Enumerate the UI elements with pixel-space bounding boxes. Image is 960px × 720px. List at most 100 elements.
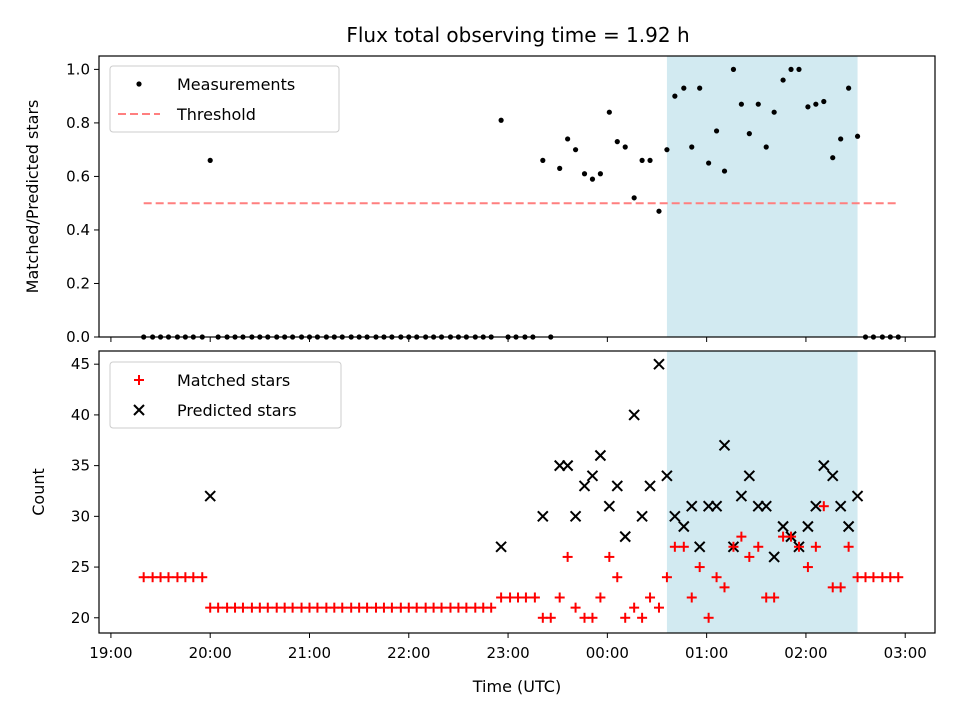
measurement-point-48 xyxy=(540,157,546,163)
matched-point-79 xyxy=(793,541,804,552)
predicted-point-22 xyxy=(710,500,723,512)
measurement-point-80 xyxy=(805,104,811,110)
measurement-point-84 xyxy=(838,136,844,142)
predicted-point-33 xyxy=(802,520,814,533)
measurement-point-52 xyxy=(572,147,579,153)
matched-point-71 xyxy=(728,541,739,552)
matched-point-50 xyxy=(554,592,565,603)
measurement-point-62 xyxy=(656,208,662,214)
predicted-point-38 xyxy=(842,520,855,533)
bottom-ytick-label-2: 30 xyxy=(71,507,90,525)
xtick-label-7: 02:00 xyxy=(784,644,827,662)
predicted-point-20 xyxy=(693,541,706,553)
legend-predicted-marker xyxy=(133,404,145,416)
legend-threshold-label: Threshold xyxy=(176,105,256,124)
measurement-point-71 xyxy=(730,66,737,72)
top-axes-frame xyxy=(98,55,936,338)
top-legend-box xyxy=(109,65,340,133)
predicted-point-1 xyxy=(495,541,507,553)
matched-point-91 xyxy=(893,572,904,583)
matched-point-27 xyxy=(362,602,373,613)
matched-point-59 xyxy=(629,602,640,613)
xtick-label-8: 03:00 xyxy=(884,644,927,662)
matched-point-62 xyxy=(653,602,664,613)
top-y-axis-label: Matched/Predicted stars xyxy=(23,100,42,294)
measurement-point-75 xyxy=(763,144,769,150)
bottom-x-ticks: 19:00 20:00 21:00 22:00 23:00 00:00 01:00 02:00… xyxy=(89,633,927,662)
x-axis-label: Time (UTC) xyxy=(472,677,561,696)
measurement-point-55 xyxy=(597,171,604,177)
matched-point-80 xyxy=(802,562,813,573)
predicted-point-2 xyxy=(537,510,549,523)
measurement-point-72 xyxy=(738,101,744,107)
predicted-point-34 xyxy=(810,500,822,512)
matched-point-88 xyxy=(868,572,879,583)
bottom-y-ticks: 20 25 30 35 40 45 xyxy=(71,355,99,627)
predicted-point-26 xyxy=(743,470,756,482)
matched-point-67 xyxy=(694,562,705,573)
matched-point-46 xyxy=(520,592,531,603)
predicted-point-25 xyxy=(735,490,748,502)
measurement-point-67 xyxy=(697,85,703,91)
top-y-ticks: 0.0 0.2 0.4 0.6 0.8 1.0 xyxy=(66,60,99,346)
matched-point-58 xyxy=(620,612,631,623)
legend-matched-marker xyxy=(134,375,144,385)
measurement-point-54 xyxy=(589,176,596,182)
measurement-point-51 xyxy=(565,136,571,142)
top-panel: 0.0 0.2 0.4 0.6 0.8 1.0 Matched/Predicted sta… xyxy=(23,55,936,346)
matched-point-18 xyxy=(287,602,298,613)
predicted-point-8 xyxy=(594,449,607,462)
predicted-point-36 xyxy=(827,470,839,482)
measurement-point-60 xyxy=(639,157,645,163)
bottom-axes-frame xyxy=(98,350,936,634)
predicted-point-4 xyxy=(561,459,574,472)
matched-point-52 xyxy=(570,602,581,613)
predicted-point-39 xyxy=(851,490,864,502)
measurement-point-64 xyxy=(672,93,678,99)
predicted-point-10 xyxy=(611,480,623,492)
matched-point-84 xyxy=(835,582,846,593)
matched-point-76 xyxy=(769,592,780,603)
measurement-point-59 xyxy=(631,195,637,201)
matched-point-56 xyxy=(604,551,615,562)
predicted-point-16 xyxy=(661,470,673,482)
bottom-legend-box xyxy=(109,361,342,429)
top-x-ticks xyxy=(110,337,906,342)
measurement-point-61 xyxy=(647,157,653,163)
predicted-point-18 xyxy=(678,520,690,533)
legend-matched-label: Matched stars xyxy=(177,371,290,390)
bottom-ytick-label-5: 45 xyxy=(71,355,90,373)
legend-measurements-marker xyxy=(136,81,142,87)
predicted-point-17 xyxy=(669,510,681,523)
matched-point-55 xyxy=(595,592,606,603)
matched-point-63 xyxy=(661,572,672,583)
matched-point-61 xyxy=(645,592,656,603)
measurement-point-65 xyxy=(681,85,687,91)
matched-point-66 xyxy=(686,592,697,603)
predicted-point-9 xyxy=(603,500,616,512)
bottom-highlight-span xyxy=(666,351,858,633)
xtick-label-4: 23:00 xyxy=(486,644,529,662)
predicted-point-19 xyxy=(686,500,698,512)
xtick-label-1: 20:00 xyxy=(189,644,232,662)
top-ytick-label-3: 0.6 xyxy=(66,167,90,185)
matched-point-69 xyxy=(711,572,722,583)
measurement-point-57 xyxy=(614,139,620,145)
predicted-point-37 xyxy=(834,500,847,512)
matched-point-85 xyxy=(843,541,854,552)
measurement-point-63 xyxy=(664,147,670,153)
xtick-label-0: 19:00 xyxy=(89,644,132,662)
predicted-point-12 xyxy=(628,409,640,421)
measurement-point-85 xyxy=(846,85,852,91)
measurement-point-77 xyxy=(780,77,786,83)
measurement-point-43 xyxy=(498,117,504,123)
predicted-point-5 xyxy=(569,510,582,523)
matched-point-3 xyxy=(163,572,174,583)
matched-point-51 xyxy=(562,551,573,562)
matched-point-36 xyxy=(436,602,447,613)
measurement-point-79 xyxy=(796,66,802,72)
matched-point-24 xyxy=(337,602,348,613)
matched-point-47 xyxy=(529,592,540,603)
matched-point-0 xyxy=(138,572,149,583)
matched-point-82 xyxy=(818,501,829,512)
